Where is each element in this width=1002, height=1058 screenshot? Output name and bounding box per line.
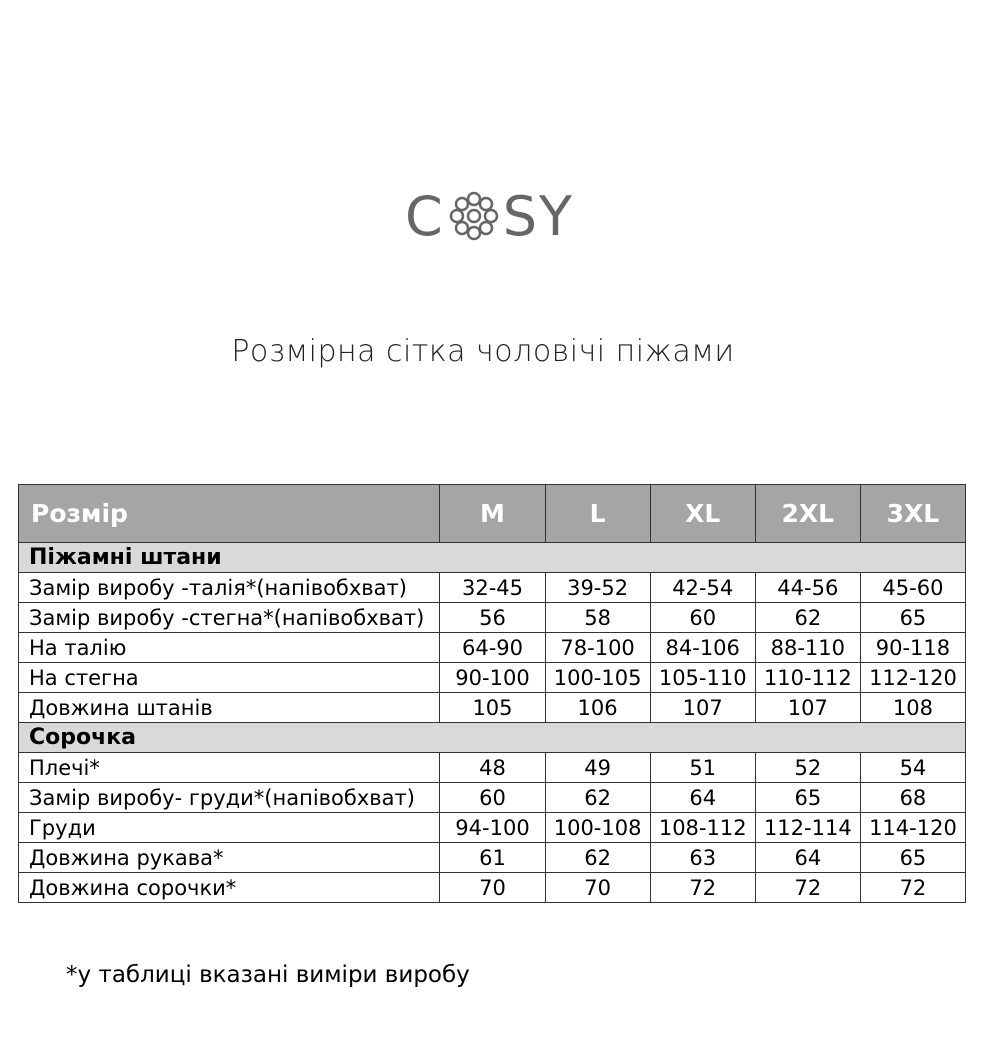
cell-value: 52 bbox=[754, 752, 861, 783]
cell-value: 90-100 bbox=[439, 662, 546, 693]
table-row: Довжина штанів 105 106 107 107 108 bbox=[17, 692, 967, 723]
cell-value: 64 bbox=[754, 842, 861, 873]
cell-value: 42-54 bbox=[649, 572, 756, 603]
cell-value: 100-105 bbox=[544, 662, 651, 693]
size-label-header: Розмір bbox=[17, 484, 441, 543]
row-label: Замір виробу -стегна*(напівобхват) bbox=[17, 602, 441, 633]
cell-value: 72 bbox=[859, 872, 967, 903]
cell-value: 56 bbox=[439, 602, 546, 633]
cell-value: 107 bbox=[649, 692, 756, 723]
cell-value: 106 bbox=[544, 692, 651, 723]
logo-letters-sy: SY bbox=[502, 184, 574, 248]
row-label: Довжина штанів bbox=[17, 692, 441, 723]
cell-value: 112-114 bbox=[754, 812, 861, 843]
row-label: Плечі* bbox=[17, 752, 441, 783]
cell-value: 108 bbox=[859, 692, 967, 723]
cell-value: 84-106 bbox=[649, 632, 756, 663]
cell-value: 72 bbox=[754, 872, 861, 903]
table-header-row: Розмір M L XL 2XL 3XL bbox=[17, 484, 967, 543]
cell-value: 62 bbox=[544, 782, 651, 813]
size-header-3XL: 3XL bbox=[859, 484, 967, 543]
footnote: *у таблиці вказані виміри виробу bbox=[66, 962, 470, 988]
row-label: Груди bbox=[17, 812, 441, 843]
cell-value: 63 bbox=[649, 842, 756, 873]
size-header-2XL: 2XL bbox=[754, 484, 861, 543]
size-header-XL: XL bbox=[649, 484, 756, 543]
cell-value: 78-100 bbox=[544, 632, 651, 663]
cell-value: 44-56 bbox=[754, 572, 861, 603]
section-title: Сорочка bbox=[18, 722, 966, 753]
table-row: Замір виробу- груди*(напівобхват) 60 62 64 6… bbox=[17, 782, 967, 813]
cell-value: 68 bbox=[859, 782, 967, 813]
cell-value: 45-60 bbox=[859, 572, 967, 603]
cell-value: 39-52 bbox=[544, 572, 651, 603]
cell-value: 110-112 bbox=[754, 662, 861, 693]
table-row: Плечі* 48 49 51 52 54 bbox=[17, 752, 967, 783]
cell-value: 54 bbox=[859, 752, 967, 783]
logo-letter-c: C bbox=[405, 184, 445, 248]
cell-value: 62 bbox=[544, 842, 651, 873]
page-title: Розмірна сітка чоловічі піжами bbox=[231, 334, 735, 369]
cell-value: 51 bbox=[649, 752, 756, 783]
cell-value: 72 bbox=[649, 872, 756, 903]
cell-value: 105 bbox=[439, 692, 546, 723]
cell-value: 105-110 bbox=[649, 662, 756, 693]
cell-value: 70 bbox=[544, 872, 651, 903]
row-label: Замір виробу -талія*(напівобхват) bbox=[17, 572, 441, 603]
cell-value: 107 bbox=[754, 692, 861, 723]
table-row: На стегна 90-100 100-105 105-110 110-112 112-… bbox=[17, 662, 967, 693]
size-table: Розмір M L XL 2XL 3XL Піжамні штани Замір виро… bbox=[17, 484, 967, 903]
table-row: Замір виробу -талія*(напівобхват) 32-45 39… bbox=[17, 572, 967, 603]
table-row: Груди 94-100 100-108 108-112 112-114 114-120 bbox=[17, 812, 967, 843]
row-label: На стегна bbox=[17, 662, 441, 693]
cell-value: 58 bbox=[544, 602, 651, 633]
cell-value: 32-45 bbox=[439, 572, 546, 603]
cell-value: 65 bbox=[859, 602, 967, 633]
size-header-M: M bbox=[439, 484, 546, 543]
cell-value: 94-100 bbox=[439, 812, 546, 843]
section-row: Піжамні штани bbox=[18, 542, 966, 573]
cell-value: 108-112 bbox=[649, 812, 756, 843]
cell-value: 70 bbox=[439, 872, 546, 903]
table-row: Довжина сорочки* 70 70 72 72 72 bbox=[17, 872, 967, 903]
cell-value: 49 bbox=[544, 752, 651, 783]
size-header-L: L bbox=[544, 484, 651, 543]
section-title: Піжамні штани bbox=[18, 542, 966, 573]
section-row: Сорочка bbox=[18, 722, 966, 753]
cell-value: 65 bbox=[859, 842, 967, 873]
table-row: На талію 64-90 78-100 84-106 88-110 90-118 bbox=[17, 632, 967, 663]
row-label: Довжина сорочки* bbox=[17, 872, 441, 903]
row-label: На талію bbox=[17, 632, 441, 663]
cell-value: 100-108 bbox=[544, 812, 651, 843]
flower-o-icon bbox=[449, 191, 498, 241]
table-row: Замір виробу -стегна*(напівобхват) 56 58 60… bbox=[17, 602, 967, 633]
cell-value: 60 bbox=[439, 782, 546, 813]
row-label: Довжина рукава* bbox=[17, 842, 441, 873]
cell-value: 65 bbox=[754, 782, 861, 813]
cell-value: 90-118 bbox=[859, 632, 967, 663]
cell-value: 114-120 bbox=[859, 812, 967, 843]
cell-value: 112-120 bbox=[859, 662, 967, 693]
cell-value: 48 bbox=[439, 752, 546, 783]
cell-value: 61 bbox=[439, 842, 546, 873]
cell-value: 60 bbox=[649, 602, 756, 633]
cell-value: 88-110 bbox=[754, 632, 861, 663]
cell-value: 64 bbox=[649, 782, 756, 813]
row-label: Замір виробу- груди*(напівобхват) bbox=[17, 782, 441, 813]
cell-value: 64-90 bbox=[439, 632, 546, 663]
table-row: Довжина рукава* 61 62 63 64 65 bbox=[17, 842, 967, 873]
cell-value: 62 bbox=[754, 602, 861, 633]
logo: C SY bbox=[405, 184, 574, 248]
